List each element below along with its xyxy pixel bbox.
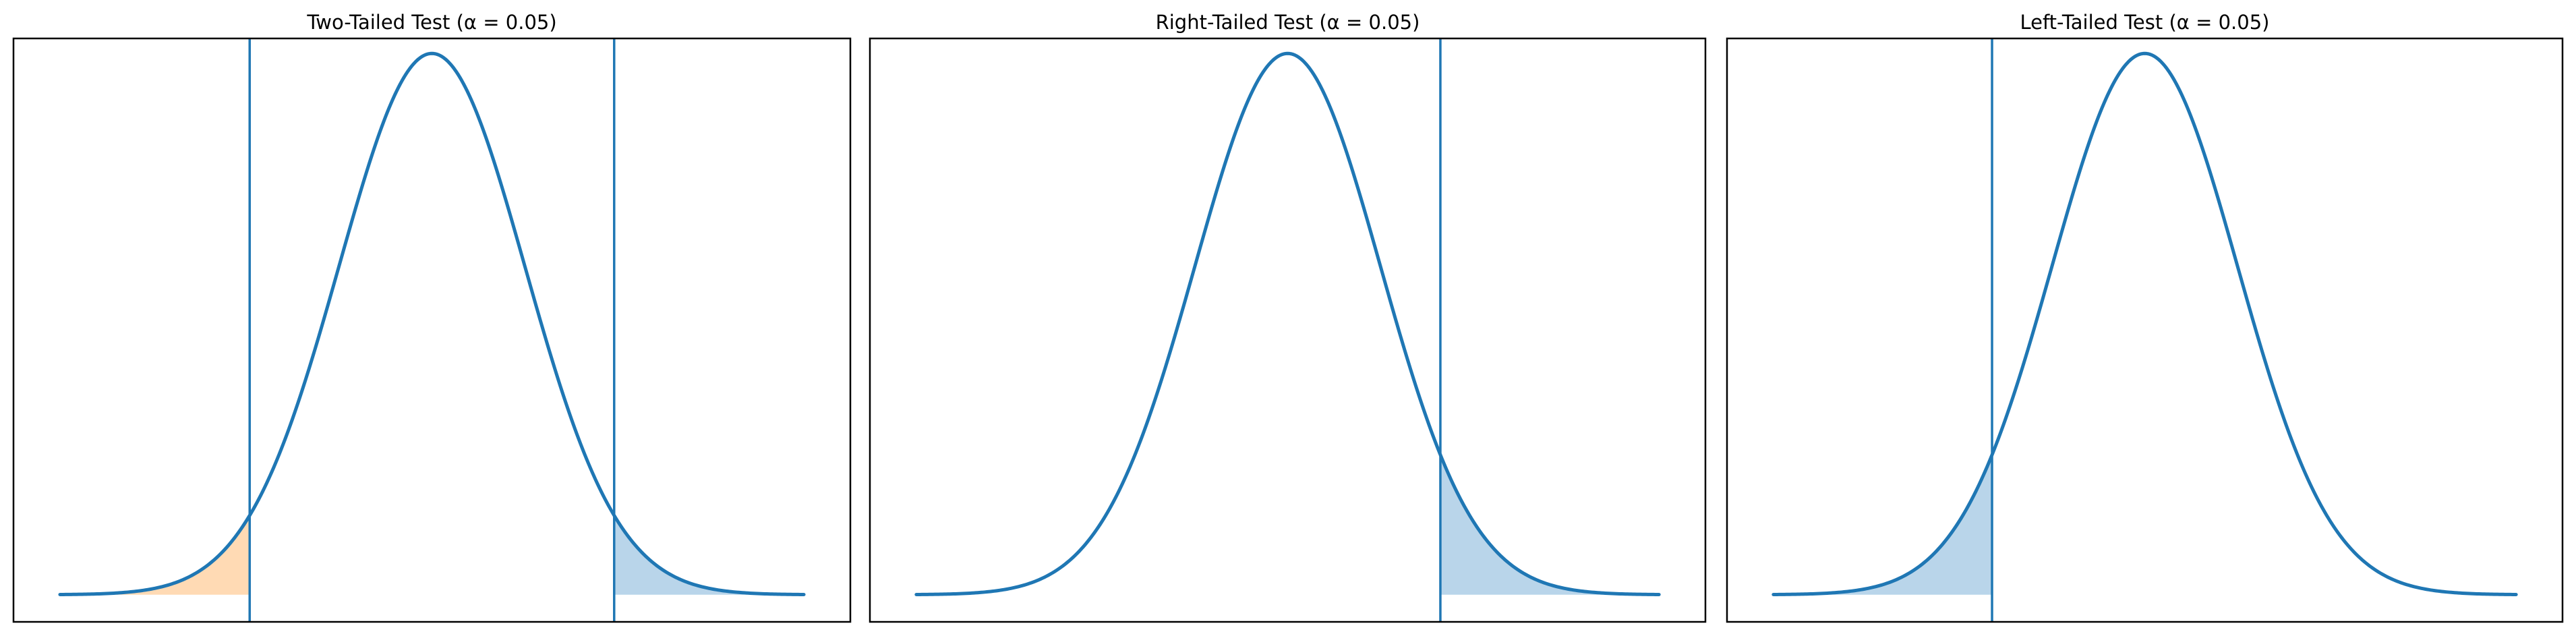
- plot-area: [1772, 38, 2518, 622]
- panel-title: Left-Tailed Test (α = 0.05): [2020, 11, 2269, 34]
- panels-group: Two-Tailed Test (α = 0.05) Right-Tailed T…: [12, 11, 2564, 623]
- normal-pdf-curve: [58, 51, 806, 596]
- rejection-region-1: [1440, 455, 1660, 595]
- panel-2: Right-Tailed Test (α = 0.05): [869, 11, 1707, 623]
- panel-title: Right-Tailed Test (α = 0.05): [1156, 11, 1420, 34]
- axes-frame: [1726, 37, 2564, 623]
- rejection-region-1: [59, 515, 250, 595]
- rejection-region-2: [614, 515, 804, 595]
- axes-frame: [12, 37, 852, 623]
- plot-area: [58, 38, 806, 622]
- panel-title: Two-Tailed Test (α = 0.05): [306, 11, 556, 34]
- plot-area: [914, 38, 1661, 622]
- rejection-region-1: [1773, 455, 1993, 595]
- axes-frame: [869, 37, 1707, 623]
- normal-pdf-curve: [914, 51, 1661, 596]
- panel-1: Two-Tailed Test (α = 0.05): [12, 11, 852, 623]
- panel-3: Left-Tailed Test (α = 0.05): [1726, 11, 2564, 623]
- normal-pdf-curve: [1772, 51, 2518, 596]
